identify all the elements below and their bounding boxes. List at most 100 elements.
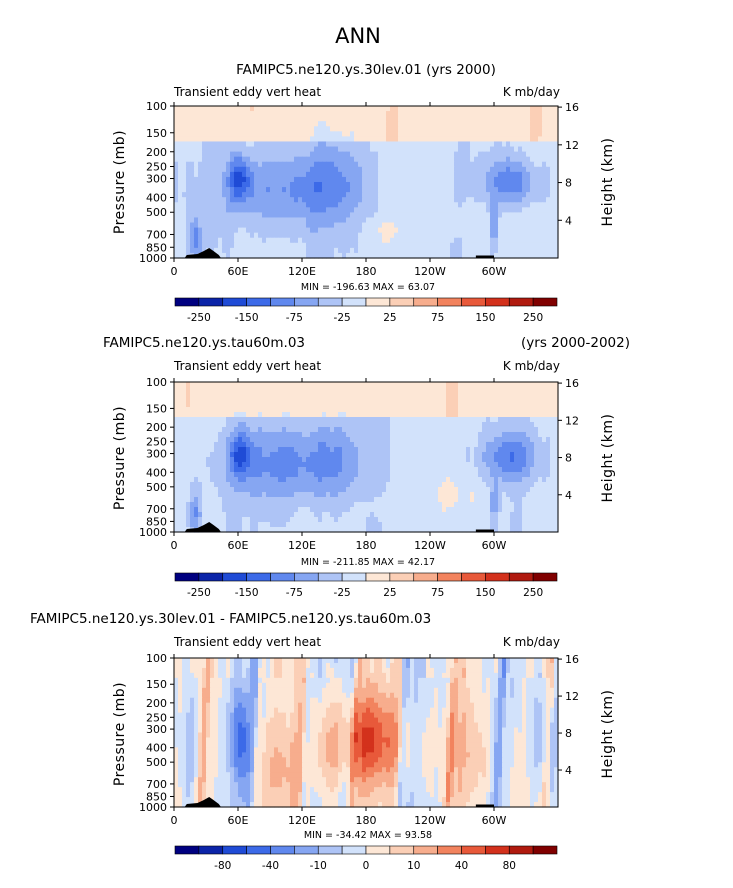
field-cell	[342, 447, 347, 453]
field-cell	[290, 422, 295, 428]
field-cell	[526, 392, 531, 398]
field-cell	[274, 412, 279, 418]
field-cell	[206, 141, 211, 148]
field-cell	[546, 412, 551, 418]
field-cell	[394, 192, 399, 198]
field-cell	[194, 197, 199, 203]
field-cell	[250, 447, 255, 453]
field-cell	[238, 412, 243, 418]
field-cell	[518, 392, 523, 398]
field-cell	[406, 146, 411, 153]
field-cell	[370, 197, 375, 203]
field-cell	[298, 151, 303, 158]
field-cell	[346, 462, 351, 468]
field-cell	[194, 397, 199, 403]
field-cell	[378, 452, 383, 458]
field-cell	[382, 482, 387, 488]
x-tick-label: 60W	[482, 265, 507, 278]
field-cell	[238, 136, 243, 143]
field-cell	[406, 166, 411, 173]
field-cell	[234, 166, 239, 173]
field-cell	[370, 237, 375, 244]
field-cell	[530, 442, 535, 448]
field-cell	[266, 207, 271, 213]
field-cell	[466, 382, 471, 388]
field-cell	[482, 232, 487, 239]
field-cell	[246, 156, 251, 163]
field-cell	[546, 417, 551, 423]
field-cell	[386, 247, 391, 254]
field-cell	[406, 202, 411, 208]
field-cell	[390, 212, 395, 219]
field-cell	[410, 116, 415, 122]
field-cell	[486, 407, 491, 413]
field-cell	[550, 161, 555, 168]
field-cell	[290, 477, 295, 483]
field-cell	[214, 136, 219, 143]
field-cell	[538, 457, 543, 463]
field-cell	[182, 432, 187, 438]
field-cell	[442, 156, 447, 163]
field-cell	[378, 171, 383, 178]
field-cell	[534, 161, 539, 168]
field-cell	[462, 171, 467, 178]
field-cell	[266, 242, 271, 249]
field-cell	[430, 247, 435, 254]
field-cell	[190, 427, 195, 433]
field-cell	[518, 422, 523, 428]
field-cell	[514, 462, 519, 468]
field-cell	[310, 472, 315, 478]
field-cell	[346, 217, 351, 224]
field-cell	[490, 136, 495, 143]
field-cell	[366, 387, 371, 393]
field-cell	[534, 412, 539, 418]
field-cell	[282, 422, 287, 428]
field-cell	[482, 141, 487, 148]
field-cell	[346, 156, 351, 163]
field-cell	[542, 182, 547, 188]
field-cell	[442, 192, 447, 198]
field-cell	[238, 197, 243, 203]
field-cell	[290, 247, 295, 254]
field-cell	[242, 397, 247, 403]
field-cell	[458, 202, 463, 208]
field-cell	[434, 232, 439, 239]
field-cell	[374, 106, 379, 112]
field-cell	[406, 467, 411, 473]
field-cell	[510, 382, 515, 388]
field-cell	[298, 131, 303, 137]
field-cell	[206, 387, 211, 393]
field-cell	[274, 242, 279, 249]
field-cell	[254, 171, 259, 178]
field-cell	[502, 131, 507, 137]
field-cell	[222, 427, 227, 433]
field-cell	[478, 437, 483, 443]
field-cell	[466, 242, 471, 249]
field-cell	[422, 427, 427, 433]
field-cell	[330, 467, 335, 473]
field-cell	[250, 437, 255, 443]
field-cell	[238, 382, 243, 388]
field-cell	[334, 207, 339, 213]
field-cell	[370, 141, 375, 148]
field-cell	[290, 212, 295, 219]
field-cell	[350, 111, 355, 117]
field-cell	[222, 141, 227, 148]
field-cell	[290, 482, 295, 488]
field-cell	[190, 477, 195, 483]
field-cell	[534, 427, 539, 433]
field-cell	[226, 422, 231, 428]
field-cell	[498, 242, 503, 249]
field-cell	[434, 182, 439, 188]
field-cell	[542, 402, 547, 408]
field-cell	[342, 227, 347, 234]
field-cell	[350, 227, 355, 234]
field-cell	[326, 161, 331, 168]
field-cell	[338, 126, 343, 132]
field-cell	[306, 407, 311, 413]
field-cell	[302, 212, 307, 219]
field-cell	[206, 116, 211, 122]
field-cell	[286, 447, 291, 453]
field-cell	[466, 146, 471, 153]
field-cell	[362, 232, 367, 239]
